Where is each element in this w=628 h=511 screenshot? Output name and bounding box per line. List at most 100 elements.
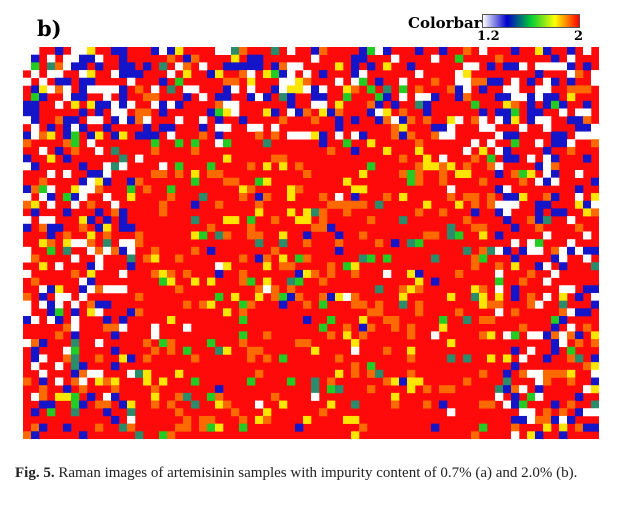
- heatmap-cell: [151, 331, 160, 340]
- heatmap-cell: [87, 77, 96, 86]
- heatmap-cell: [103, 93, 112, 102]
- heatmap-cell: [359, 323, 368, 332]
- heatmap-cell: [255, 239, 264, 248]
- heatmap-cell: [535, 208, 544, 217]
- heatmap-cell: [543, 47, 552, 55]
- heatmap-cell: [63, 292, 72, 301]
- heatmap-cell: [471, 200, 480, 209]
- heatmap-cell: [247, 377, 256, 386]
- heatmap-cell: [127, 308, 136, 317]
- heatmap-cell: [95, 116, 104, 125]
- heatmap-cell: [223, 177, 232, 186]
- heatmap-cell: [55, 377, 64, 386]
- heatmap-cell: [207, 162, 216, 171]
- heatmap-cell: [575, 339, 584, 348]
- heatmap-cell: [31, 408, 40, 417]
- heatmap-cell: [559, 139, 568, 148]
- heatmap-cell: [335, 116, 344, 125]
- heatmap-cell: [71, 339, 80, 348]
- heatmap-cell: [255, 415, 264, 424]
- heatmap-cell: [551, 269, 560, 278]
- heatmap-cell: [495, 185, 504, 194]
- heatmap-cell: [263, 262, 272, 271]
- heatmap-cell: [215, 262, 224, 271]
- heatmap-cell: [335, 77, 344, 86]
- heatmap-cell: [575, 85, 584, 94]
- heatmap-cell: [527, 269, 536, 278]
- heatmap-cell: [207, 70, 216, 79]
- heatmap-cell: [159, 77, 168, 86]
- heatmap-cell: [383, 316, 392, 325]
- heatmap-cell: [399, 85, 408, 94]
- heatmap-cell: [567, 85, 576, 94]
- heatmap-cell: [415, 308, 424, 317]
- heatmap-cell: [495, 200, 504, 209]
- heatmap-cell: [111, 385, 120, 394]
- colorbar-max-label: 2: [574, 29, 584, 44]
- heatmap-cell: [463, 146, 472, 155]
- heatmap-cell: [71, 408, 80, 417]
- heatmap-cell: [551, 162, 560, 171]
- heatmap-cell: [591, 408, 599, 417]
- heatmap-cell: [567, 415, 576, 424]
- heatmap-cell: [535, 116, 544, 125]
- heatmap-cell: [215, 100, 224, 109]
- heatmap-cell: [247, 70, 256, 79]
- heatmap-cell: [335, 123, 344, 132]
- heatmap-cell: [119, 70, 128, 79]
- heatmap-cell: [287, 285, 296, 294]
- heatmap-cell: [335, 200, 344, 209]
- heatmap-cell: [71, 139, 80, 148]
- heatmap-cell: [135, 431, 144, 439]
- heatmap-cell: [239, 339, 248, 348]
- heatmap-cell: [375, 77, 384, 86]
- heatmap-cell: [391, 131, 400, 140]
- heatmap-cell: [455, 54, 464, 63]
- heatmap-cell: [399, 169, 408, 178]
- heatmap-cell: [319, 208, 328, 217]
- heatmap-cell: [63, 193, 72, 202]
- heatmap-cell: [263, 93, 272, 102]
- heatmap-cell: [231, 216, 240, 225]
- heatmap-cell: [543, 146, 552, 155]
- heatmap-cell: [375, 100, 384, 109]
- heatmap-cell: [119, 316, 128, 325]
- heatmap-cell: [31, 85, 40, 94]
- heatmap-cell: [175, 47, 184, 55]
- heatmap-cell: [447, 116, 456, 125]
- heatmap-cell: [575, 331, 584, 340]
- heatmap-cell: [591, 131, 599, 140]
- heatmap-cell: [391, 316, 400, 325]
- heatmap-cell: [159, 169, 168, 178]
- heatmap-cell: [23, 254, 32, 263]
- heatmap-cell: [375, 47, 384, 55]
- heatmap-cell: [551, 316, 560, 325]
- heatmap-cell: [439, 323, 448, 332]
- heatmap-cell: [111, 100, 120, 109]
- heatmap-cell: [535, 377, 544, 386]
- heatmap-cell: [287, 185, 296, 194]
- heatmap-cell: [39, 377, 48, 386]
- heatmap-cell: [191, 177, 200, 186]
- heatmap-cell: [167, 131, 176, 140]
- heatmap-cell: [287, 208, 296, 217]
- heatmap-cell: [47, 54, 56, 63]
- heatmap-cell: [151, 93, 160, 102]
- heatmap-cell: [423, 400, 432, 409]
- heatmap-cell: [551, 93, 560, 102]
- heatmap-cell: [223, 93, 232, 102]
- heatmap-cell: [535, 369, 544, 378]
- heatmap-cell: [447, 408, 456, 417]
- heatmap-cell: [351, 346, 360, 355]
- heatmap-cell: [535, 331, 544, 340]
- heatmap-cell: [463, 62, 472, 71]
- heatmap-cell: [223, 400, 232, 409]
- heatmap-cell: [55, 223, 64, 232]
- heatmap-cell: [391, 123, 400, 132]
- heatmap-cell: [319, 300, 328, 309]
- heatmap-cell: [479, 292, 488, 301]
- heatmap-cell: [575, 408, 584, 417]
- heatmap-cell: [407, 62, 416, 71]
- heatmap-cell: [527, 346, 536, 355]
- heatmap-cell: [39, 369, 48, 378]
